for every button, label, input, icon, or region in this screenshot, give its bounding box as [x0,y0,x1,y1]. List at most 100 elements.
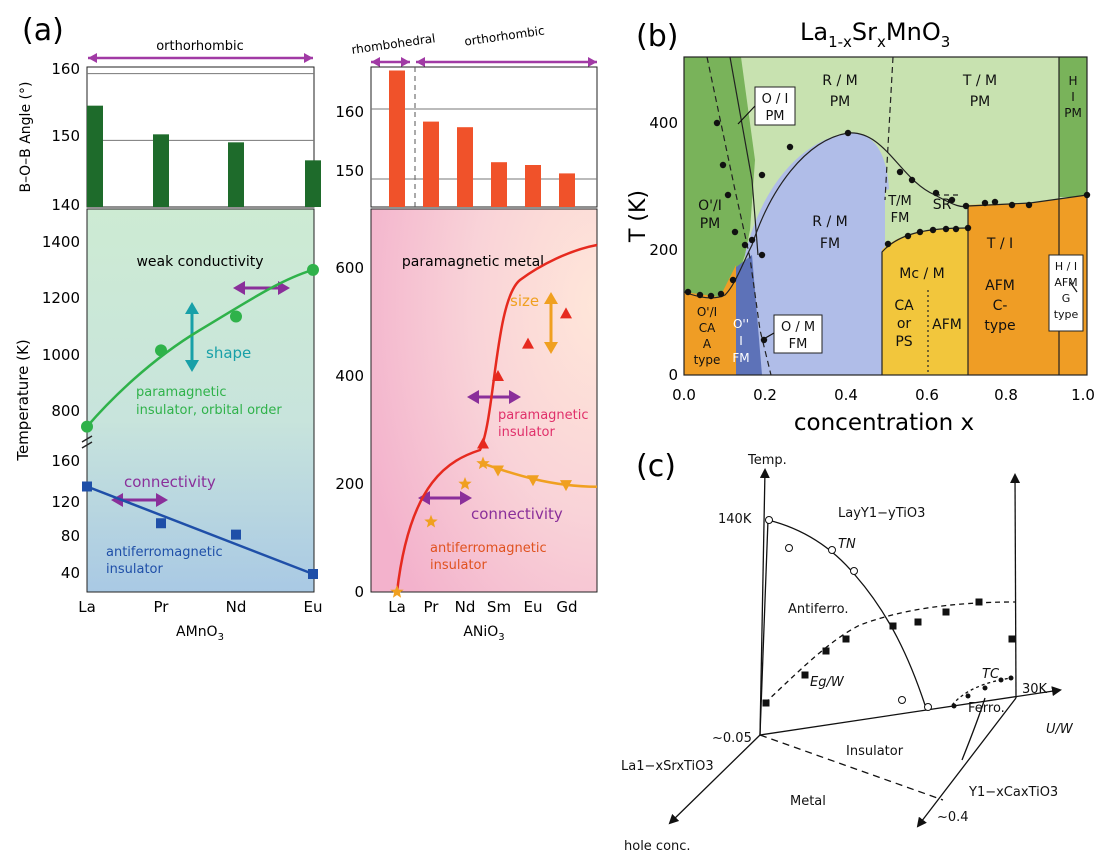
annot-para-ins-1: paramagnetic [498,408,589,423]
label-rm-pm-2: PM [830,94,851,110]
c-axis-hole: hole conc. [624,839,691,854]
label-h-3: PM [1064,106,1082,120]
phase-point-21 [1025,201,1033,209]
phase-point-30 [1008,201,1016,209]
phase-point-20 [991,198,999,206]
phase-point-19 [981,199,989,207]
c-label-30k: 30K [1022,682,1048,697]
phase-point-1 [696,291,704,299]
point-para-pr [155,344,167,357]
phase-point-28 [952,225,960,233]
phase-point-26 [929,226,937,234]
label-oca-2: CA [699,321,716,335]
phase-point-8 [719,161,727,169]
label-afmc-1: AFM [985,278,1015,294]
c-axis-temp: Temp. [747,453,787,468]
label-afmc-3: type [984,318,1015,334]
phase-point-12 [786,143,794,151]
ytick-80: 80 [61,527,80,545]
label-odp-3: FM [732,351,749,365]
phase-point-10 [731,228,739,236]
ytick-400: 400 [335,367,364,385]
xtick-08: 0.8 [994,386,1018,404]
point-tmi-1 [492,370,504,381]
shape-arrow [185,302,199,372]
phase-point-13 [844,129,852,137]
header-right: rhombohedral orthorhombic [351,23,597,67]
c-open-point-3 [850,567,858,575]
c-open-circles [765,516,932,711]
phase-point-0 [684,288,692,296]
label-omfm-2: FM [789,337,808,352]
ytick-40: 40 [61,564,80,582]
label-h-2: I [1071,90,1075,104]
ytick-150: 150 [51,127,80,145]
label-tm-pm-1: T / M [962,73,997,89]
label-afm: AFM [932,317,962,333]
c-open-point-2 [828,546,836,554]
phase-point-24 [904,232,912,240]
ytick-160: 160 [51,60,80,78]
c-label-tn: TN [838,537,856,552]
phase-point-4 [729,276,737,284]
phase-point-32 [758,251,766,259]
region-h-pm [1059,57,1087,197]
point-tn-2 [560,480,572,492]
header-orthorhombic-right: orthorhombic [463,23,545,48]
phase-point-15 [908,176,916,184]
ytick-150-r: 150 [335,162,364,180]
phase-point-17 [948,196,956,204]
bar-sm [491,162,507,207]
xlabel-b: concentration x [794,410,974,436]
phase-point-16 [932,189,940,197]
point-para-eu [307,263,319,276]
b-title: La1-xSrxMnO3 [800,18,950,51]
c-label-lay: LayY1−yTiO3 [838,506,925,521]
label-oca-3: A [703,337,712,351]
ytick-0: 0 [354,583,364,601]
c-square-point-1 [801,671,809,679]
c-ferro-point-1 [965,693,971,699]
point-afm-nd [231,529,241,540]
ytick-800: 800 [51,402,80,420]
purple-arrow-connectivity-right [418,491,472,505]
bar-nd [228,142,244,207]
xlabel-amno3: AMnO3 [176,624,224,643]
label-omfm-1: O / M [781,320,815,335]
xticks-bl: La Pr Nd Eu [78,598,322,616]
xticks-br: La Pr Nd Sm Eu Gd [388,598,577,616]
ytick-160b: 160 [51,452,80,470]
c-label-lasr: La1−xSrxTiO3 [621,759,714,774]
c-open-point-5 [924,703,932,711]
phase-point-14 [896,168,904,176]
point-afm-pr [156,518,166,529]
diagram-titanates: Temp. U/W hole conc. La1−xSrxTiO3 Y1−xCa… [621,453,1074,854]
yticks-bl: 1400 1200 1000 800 160 120 80 40 [42,233,80,582]
c-label-antiferro: Antiferro. [788,602,848,617]
annot-connectivity-right: connectivity [471,505,563,523]
c-ferro-point-2 [982,685,988,691]
point-afm-la [82,481,92,492]
xtick-04: 0.4 [834,386,858,404]
label-ti: T / I [986,236,1013,252]
point-star-nd [458,477,472,490]
c-square-point-0 [762,699,770,707]
phase-point-6 [748,236,756,244]
c-square-point-2 [822,647,830,655]
purple-arrow-para [467,390,521,404]
label-afmc-2: C- [993,298,1008,314]
annot-paramagnetic: paramagnetic [136,385,227,400]
label-mc-m: Mc / M [899,266,944,282]
point-tmi-0 [477,437,489,449]
header-rhombohedral: rhombohedral [351,31,437,57]
label-hi-afm-1: H / I [1055,260,1077,273]
label-pointers [737,105,1078,341]
point-star-sm [476,456,490,470]
ytick-1000: 1000 [42,346,80,364]
panel-label-a: (a) [22,13,64,48]
c-label-metal: Metal [790,794,826,809]
point-afm-eu [308,569,318,579]
ytick-600: 600 [335,259,364,277]
c-label-005: ~0.05 [712,731,752,746]
c-open-point-4 [898,696,906,704]
